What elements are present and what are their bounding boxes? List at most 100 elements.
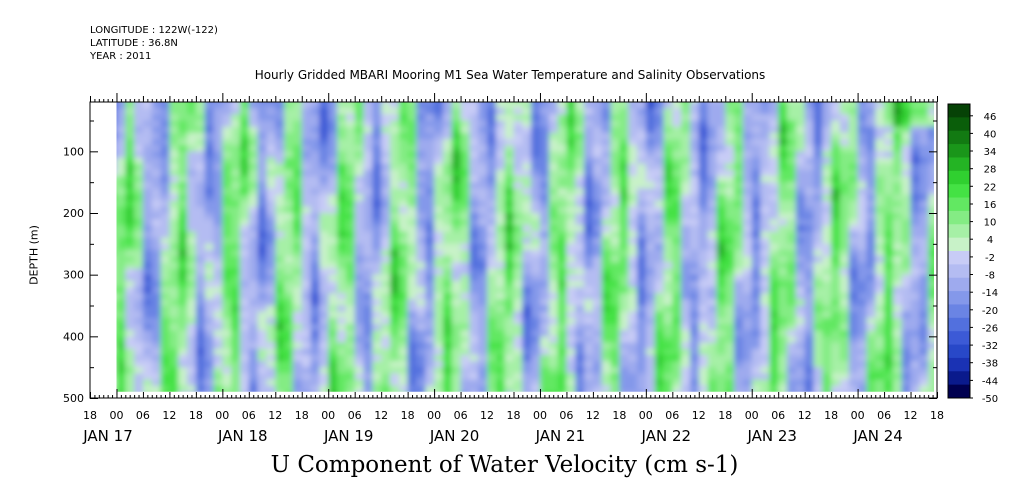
heat-cell (442, 274, 453, 282)
heat-cell (681, 102, 691, 109)
heat-cell (884, 126, 894, 134)
heat-cell (522, 385, 532, 392)
heat-cell (928, 120, 934, 128)
heat-cell (495, 293, 506, 300)
heat-cell (301, 243, 312, 251)
heat-cell (795, 163, 806, 171)
heat-cell (901, 274, 912, 282)
heat-cell (760, 157, 770, 165)
heat-cell (734, 145, 744, 152)
heat-cell (116, 287, 117, 294)
heat-cell (584, 157, 594, 165)
heat-cell (187, 311, 197, 319)
heat-cell (892, 219, 903, 226)
heat-cell (390, 188, 400, 196)
heat-cell (328, 262, 338, 270)
heat-cell (257, 151, 267, 159)
heat-cell (690, 225, 700, 233)
heat-cell (698, 287, 709, 294)
heat-cell (116, 299, 117, 307)
heat-cell (575, 256, 585, 263)
heat-cell (892, 330, 903, 337)
heat-cell (795, 361, 806, 368)
heat-cell (628, 287, 638, 294)
heat-cell (681, 213, 691, 220)
heat-cell (760, 379, 770, 387)
heat-cell (134, 268, 144, 276)
heat-cell (584, 367, 594, 374)
heat-cell (275, 108, 285, 115)
heat-cell (495, 385, 506, 392)
heat-cell (663, 287, 673, 294)
heat-cell (495, 280, 506, 288)
heat-cell (619, 336, 629, 344)
heat-cell (319, 379, 329, 387)
heat-cell (540, 206, 550, 214)
heat-cell (116, 194, 117, 202)
heat-cell (866, 243, 876, 251)
heat-cell (178, 176, 188, 183)
heat-cell (425, 151, 435, 159)
heat-cell (742, 324, 753, 331)
heat-cell (822, 108, 832, 115)
heat-cell (151, 274, 162, 282)
heat-cell (540, 268, 550, 276)
heat-cell (495, 348, 506, 356)
heat-cell (919, 120, 929, 128)
heat-cell (266, 169, 276, 177)
heat-cell (857, 231, 867, 239)
heat-cell (654, 354, 665, 362)
heat-cell (901, 373, 912, 381)
heat-cell (231, 379, 241, 387)
heat-cell (354, 299, 365, 307)
heat-cell (654, 243, 665, 251)
heat-cell (522, 274, 532, 282)
heat-cell (663, 330, 673, 337)
heat-cell (548, 379, 559, 387)
heat-cell (645, 361, 656, 368)
heat-cell (584, 176, 594, 183)
heat-cell (769, 114, 779, 122)
heat-cell (425, 262, 435, 270)
heat-cell (372, 336, 382, 344)
heat-cell (672, 139, 682, 146)
heat-cell (142, 231, 153, 239)
heat-cell (522, 305, 532, 313)
heat-cell (390, 373, 400, 381)
heat-cell (248, 188, 259, 196)
heat-cell (707, 330, 717, 337)
heat-cell (469, 176, 479, 183)
heat-cell (240, 163, 250, 171)
heat-cell (857, 367, 867, 374)
heat-cell (831, 361, 841, 368)
heat-cell (142, 256, 153, 263)
heat-cell (416, 145, 426, 152)
heat-cell (248, 280, 259, 288)
heat-cell (619, 379, 629, 387)
heat-cell (698, 126, 709, 134)
heat-cell (822, 250, 832, 257)
heat-cell (937, 367, 946, 374)
heat-cell (831, 299, 841, 307)
heat-cell (354, 182, 365, 189)
heat-cell (892, 293, 903, 300)
heat-cell (460, 287, 470, 294)
heat-cell (513, 299, 523, 307)
heat-cell (892, 274, 903, 282)
heat-cell (531, 367, 541, 374)
heat-cell (169, 157, 179, 165)
heat-cell (619, 145, 629, 152)
heat-cell (328, 280, 338, 288)
heat-cell (804, 250, 815, 257)
heat-cell (919, 243, 929, 251)
heat-cell (354, 206, 365, 214)
heat-cell (231, 126, 241, 134)
heat-cell (654, 182, 665, 189)
heat-cell (751, 280, 762, 288)
heat-cell (875, 102, 885, 109)
heat-cell (866, 311, 876, 319)
heat-cell (725, 348, 735, 356)
heat-cell (698, 367, 709, 374)
heat-cell (522, 206, 532, 214)
heat-cell (884, 256, 894, 263)
